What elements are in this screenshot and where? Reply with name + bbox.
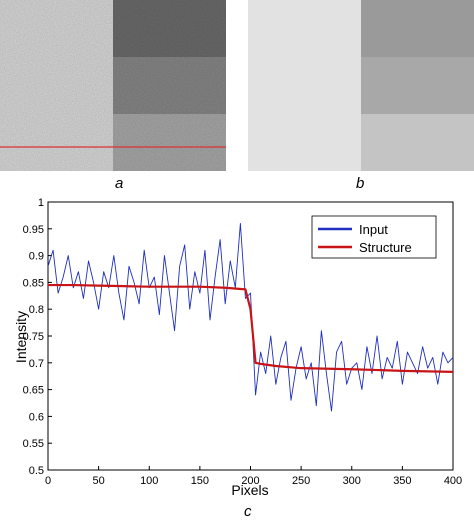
intensity-chart: 0 50 100 150 200 250 300 350 400 0.5 0.55 0.6 0.65 0.… [13, 197, 462, 498]
y-tick-label: 1 [38, 197, 44, 209]
y-tick-label: 0.85 [23, 277, 44, 289]
x-axis-label: Pixels [231, 482, 268, 498]
x-tick-label: 350 [393, 475, 411, 487]
x-tick-label: 150 [191, 475, 209, 487]
image-panel-b [248, 0, 474, 171]
y-tick-label: 0.9 [29, 251, 44, 263]
x-tick-label: 300 [343, 475, 361, 487]
y-tick-label: 0.8 [29, 304, 44, 316]
legend: Input Structure [311, 215, 437, 259]
plot-frame [47, 201, 454, 471]
panel-b-middle-block [361, 57, 474, 114]
x-tick-label: 400 [444, 475, 462, 487]
legend-box [311, 215, 437, 259]
series-line-structure [48, 283, 454, 374]
caption-b: b [356, 175, 365, 192]
caption-c: c [244, 503, 252, 520]
y-tick-label: 0.5 [29, 465, 44, 477]
y-axis-label: Intensity [13, 311, 29, 363]
panel-b-bottom-block [361, 114, 474, 171]
x-tick-label: 250 [292, 475, 310, 487]
panel-a-top-block [113, 0, 226, 57]
x-tick-label: 100 [140, 475, 158, 487]
y-tick-label: 0.55 [23, 438, 44, 450]
series-line-input [47, 222, 454, 412]
y-tick-label: 0.95 [23, 224, 44, 236]
y-tick-label: 0.7 [29, 358, 44, 370]
panel-a-middle-block [113, 57, 226, 114]
image-panel-a [0, 0, 226, 171]
caption-a: a [115, 175, 124, 192]
x-tick-label: 200 [241, 475, 259, 487]
x-tick-label: 50 [93, 475, 105, 487]
panel-b-top-block [361, 0, 474, 57]
x-tick-label: 0 [45, 475, 51, 487]
panel-b-left-region [248, 0, 361, 171]
y-tick-label: 0.6 [29, 411, 44, 423]
y-tick-label: 0.65 [23, 385, 44, 397]
legend-input-label: Input [359, 222, 388, 237]
panel-a-bottom-block [113, 114, 226, 171]
legend-structure-label: Structure [359, 240, 412, 255]
panel-a-left-region [0, 0, 113, 171]
y-tick-label: 0.75 [23, 331, 44, 343]
